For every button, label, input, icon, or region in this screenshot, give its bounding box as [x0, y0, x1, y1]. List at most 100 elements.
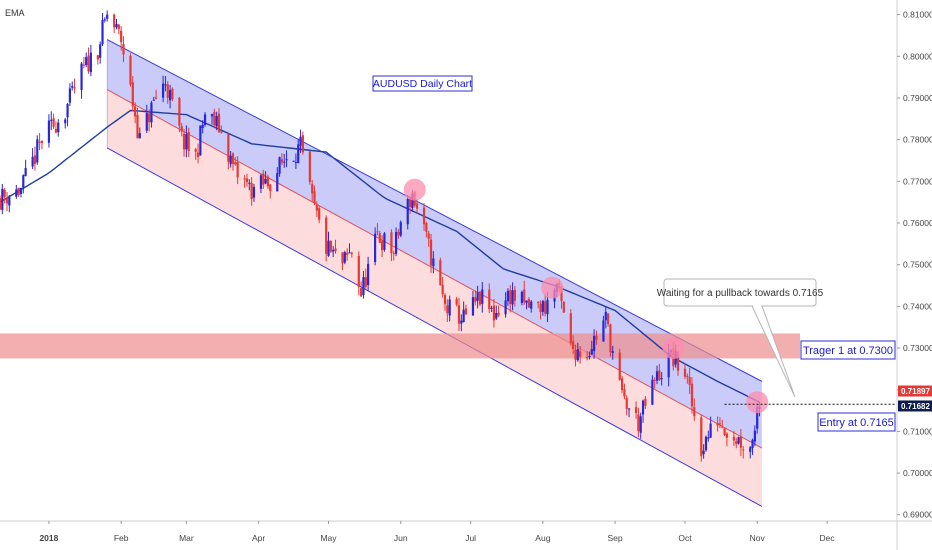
- candle-body: [334, 248, 337, 252]
- candle: [99, 41, 102, 64]
- candle-body: [231, 153, 235, 164]
- candle-body: [33, 155, 37, 164]
- candle: [690, 377, 694, 414]
- candle-body: [341, 252, 344, 264]
- candle: [31, 148, 34, 170]
- candle: [639, 412, 642, 439]
- x-tick-label: Mar: [179, 533, 194, 543]
- candle-body: [380, 240, 384, 251]
- candle: [586, 351, 589, 361]
- candle: [5, 191, 9, 212]
- candle: [245, 173, 249, 187]
- candle: [199, 125, 202, 156]
- candle: [525, 300, 528, 310]
- candle-body: [259, 175, 263, 189]
- candle: [572, 335, 575, 354]
- candle-body: [690, 383, 694, 407]
- candle-body: [611, 351, 614, 354]
- candle: [215, 111, 218, 131]
- candle-body: [637, 414, 640, 432]
- candle: [609, 323, 612, 357]
- candle-body: [325, 217, 328, 254]
- candle-body: [495, 313, 498, 319]
- candle-body: [606, 313, 610, 325]
- candle-body: [15, 189, 18, 197]
- candle-body: [250, 182, 253, 199]
- candle-body: [294, 162, 297, 164]
- candle-body: [457, 305, 461, 324]
- candle: [217, 108, 221, 134]
- y-tick-label: 0.74000: [903, 301, 932, 311]
- candle-body: [546, 299, 549, 315]
- candle-body: [520, 291, 523, 304]
- target-label: Trager 1 at 0.7300: [800, 340, 896, 360]
- y-tick-label: 0.73000: [903, 343, 932, 353]
- candle: [101, 13, 104, 46]
- candle: [341, 252, 344, 270]
- candle-body: [683, 368, 687, 377]
- candle: [348, 243, 351, 254]
- candle-body: [411, 193, 414, 209]
- candle: [753, 425, 756, 447]
- candle: [8, 194, 11, 213]
- candle: [415, 199, 419, 215]
- candle: [171, 87, 174, 102]
- candle: [504, 292, 507, 318]
- candle: [161, 75, 165, 103]
- candle-body: [481, 289, 484, 304]
- candle: [406, 194, 409, 230]
- candle-body: [171, 88, 174, 100]
- candle-body: [497, 312, 500, 316]
- candle-body: [103, 19, 106, 21]
- candle: [576, 342, 579, 362]
- candle: [134, 102, 137, 124]
- candle-body: [427, 233, 430, 239]
- candle: [278, 156, 281, 177]
- candle-body: [313, 191, 316, 204]
- candle-body: [474, 297, 477, 302]
- candle-body: [217, 113, 221, 132]
- entry-text: Entry at 0.7165: [819, 417, 894, 429]
- candle: [716, 416, 719, 432]
- candle: [471, 290, 475, 316]
- candle: [210, 113, 214, 125]
- candle-body: [756, 406, 759, 429]
- candle: [136, 107, 139, 139]
- candle-body: [194, 149, 197, 152]
- candle: [89, 44, 92, 77]
- candle-body: [492, 305, 496, 321]
- candle: [313, 185, 316, 206]
- candle: [627, 408, 631, 418]
- candle-body: [276, 173, 279, 192]
- candle-body: [196, 152, 200, 157]
- candle-body: [40, 140, 44, 144]
- candle: [362, 270, 365, 299]
- candle: [367, 256, 370, 292]
- candle-body: [693, 407, 696, 417]
- candle-body: [332, 249, 335, 252]
- candle-body: [308, 151, 311, 182]
- candle: [509, 285, 512, 313]
- candle-body: [301, 135, 304, 153]
- candle-body: [115, 24, 118, 28]
- entry-label: Entry at 0.7165: [817, 412, 896, 432]
- candle-body: [8, 196, 11, 206]
- y-tick-label: 0.79000: [903, 93, 932, 103]
- candle-body: [716, 423, 719, 426]
- candle-body: [562, 301, 565, 313]
- candle: [87, 47, 90, 74]
- channel-upper-fill: [107, 39, 762, 449]
- candle-body: [73, 87, 76, 89]
- candle: [264, 171, 267, 185]
- candle-body: [623, 389, 626, 397]
- candle-body: [504, 300, 507, 315]
- candle-body: [586, 357, 589, 359]
- candle: [182, 128, 186, 157]
- candle-body: [446, 305, 449, 313]
- channel-middle-line: [106, 89, 763, 449]
- candle: [280, 153, 284, 166]
- candle: [455, 297, 458, 307]
- candle: [425, 221, 428, 238]
- candle-body: [145, 112, 148, 131]
- candle: [343, 250, 346, 265]
